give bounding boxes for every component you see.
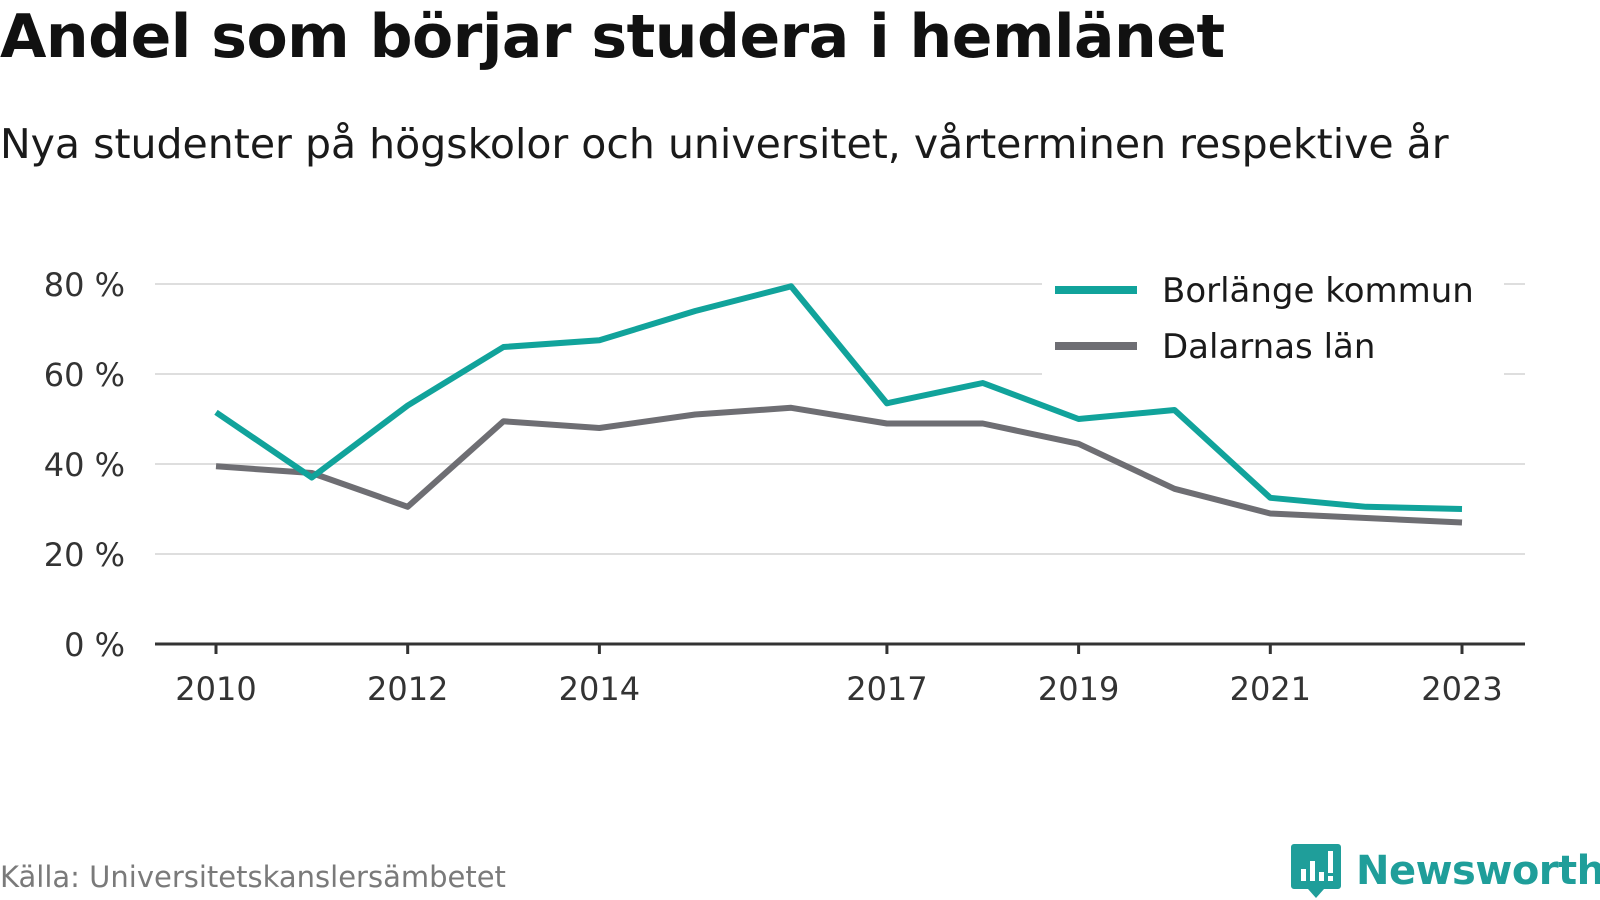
series-line (214, 283, 1463, 512)
x-tick-label: 2019 (1038, 670, 1119, 708)
brand-name: Newsworthy (1356, 848, 1600, 894)
y-tick-label: 60 % (44, 356, 125, 394)
x-tick-label: 2021 (1230, 670, 1311, 708)
newsworthy-logo-icon (1291, 844, 1341, 898)
x-tick-label: 2017 (846, 670, 927, 708)
legend-label: Dalarnas län (1162, 327, 1375, 367)
legend: Borlänge kommun Dalarnas län (1042, 258, 1504, 376)
source-note: Källa: Universitetskanslersämbetet (0, 860, 506, 894)
x-tick-label: 2012 (367, 670, 448, 708)
chart-title: Andel som börjar studera i hemlänet (0, 2, 1225, 72)
chart-subtitle: Nya studenter på högskolor och universit… (0, 120, 1449, 168)
x-axis-ticks: 2010 2012 2014 2017 2019 2021 2023 (175, 644, 1503, 708)
series-lines (214, 283, 1463, 526)
brand-logo: Newsworthy (1290, 842, 1600, 900)
x-tick-label: 2014 (559, 670, 640, 708)
y-tick-label: 40 % (44, 446, 125, 484)
line-chart: 0 % 20 % 40 % 60 % 80 % 2010 2012 2014 2017 2019… (43, 258, 1525, 708)
y-tick-label: 80 % (44, 266, 125, 304)
y-tick-label: 0 % (64, 626, 125, 664)
x-tick-label: 2023 (1421, 670, 1502, 708)
x-tick-label: 2010 (175, 670, 256, 708)
y-axis-ticks: 0 % 20 % 40 % 60 % 80 % (44, 266, 125, 664)
y-tick-label: 20 % (44, 536, 125, 574)
legend-background (1042, 258, 1504, 376)
series-line (215, 404, 1463, 526)
legend-label: Borlänge kommun (1162, 271, 1474, 311)
